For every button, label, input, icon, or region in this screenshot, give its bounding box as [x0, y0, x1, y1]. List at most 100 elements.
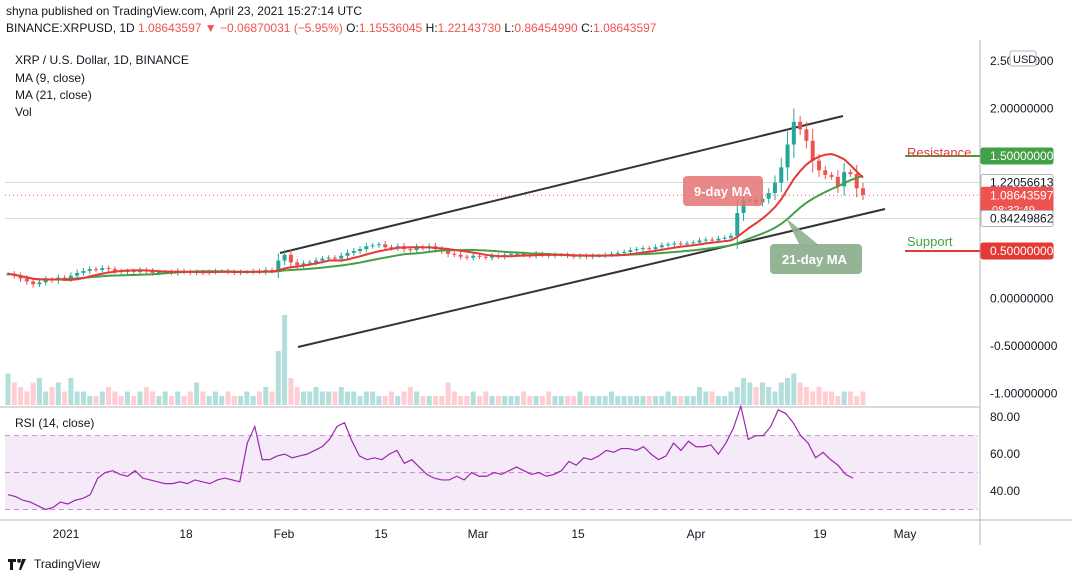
candle-body	[358, 249, 363, 252]
volume-bar	[194, 382, 200, 405]
candle-body	[276, 260, 281, 271]
candle-body	[779, 167, 784, 183]
price-tick-label: -0.50000000	[990, 339, 1058, 353]
candle-body	[150, 270, 155, 273]
candle-body	[464, 256, 469, 258]
candle-body	[376, 244, 381, 246]
rsi-line	[7, 403, 854, 511]
volume-bar	[521, 391, 527, 405]
chart-title[interactable]: XRP / U.S. Dollar, 1D, BINANCE	[15, 53, 189, 67]
candle-body	[156, 271, 161, 273]
volume-bar	[55, 382, 61, 405]
volume-bar	[370, 391, 376, 405]
candle-body	[81, 270, 86, 273]
volume-bar	[43, 391, 49, 405]
candle-body	[383, 244, 388, 248]
candle-body	[772, 182, 777, 194]
volume-bar	[495, 396, 501, 405]
candle-body	[521, 253, 526, 255]
time-tick-label: Feb	[274, 527, 295, 541]
volume-bar	[847, 391, 853, 405]
volume-bar	[533, 396, 539, 405]
volume-bar	[659, 396, 665, 405]
candle-body	[854, 174, 859, 189]
price-axis-label-box	[980, 147, 1054, 165]
candle-body	[710, 239, 715, 241]
volume-bar	[93, 396, 99, 405]
volume-bar	[590, 396, 596, 405]
candle-body	[741, 200, 746, 213]
candle-body	[653, 247, 658, 250]
volume-bar	[238, 396, 244, 405]
candle-body	[307, 262, 312, 264]
candle-body	[622, 251, 627, 253]
time-tick-label: 15	[571, 527, 585, 541]
volume-bar	[741, 378, 747, 405]
candle-body	[332, 257, 337, 259]
volume-bar	[810, 391, 816, 405]
volume-bar	[181, 396, 187, 405]
candle-body	[810, 140, 815, 161]
volume-bar	[275, 351, 281, 405]
candle-body	[339, 255, 344, 259]
volume-bar	[433, 396, 438, 405]
ma9-legend[interactable]: MA (9, close)	[15, 71, 86, 85]
ma21-legend[interactable]: MA (21, close)	[15, 88, 92, 102]
time-tick-label: Mar	[468, 527, 489, 541]
volume-bar	[420, 396, 426, 405]
volume-bar	[326, 391, 332, 405]
candle-body	[68, 275, 73, 279]
volume-bar	[709, 391, 715, 405]
volume-bar	[803, 387, 809, 405]
time-tick-label: 18	[179, 527, 193, 541]
publish-text: shyna published on TradingView.com, Apri…	[6, 4, 363, 18]
candle-body	[326, 257, 331, 259]
open-value: 1.15536045	[358, 21, 423, 35]
ma9-callout-box	[683, 176, 763, 206]
candle-body	[716, 238, 721, 241]
candle-body	[345, 252, 350, 256]
volume-bar	[18, 387, 24, 405]
volume-bar	[728, 391, 734, 405]
volume-bar	[156, 396, 162, 405]
volume-bar	[829, 391, 835, 405]
candle-body	[628, 250, 633, 252]
candle-body	[477, 255, 482, 257]
volume-bar	[464, 396, 470, 405]
candle-body	[684, 243, 689, 245]
volume-bar	[640, 396, 646, 405]
volume-bar	[470, 391, 476, 405]
volume-bar	[734, 387, 740, 405]
candle-body	[615, 252, 620, 254]
volume-bar	[332, 391, 338, 405]
volume-bar	[263, 387, 269, 405]
candle-body	[666, 244, 671, 246]
rsi-tick-label: 60.00	[990, 447, 1020, 461]
volume-bar	[5, 373, 11, 405]
candle-body	[62, 277, 67, 279]
volume-bar	[816, 387, 822, 405]
rsi-legend[interactable]: RSI (14, close)	[15, 416, 95, 430]
candle-body	[672, 243, 677, 245]
time-tick-label: 19	[813, 527, 827, 541]
candle-body	[100, 268, 105, 271]
volume-bar	[200, 391, 206, 405]
volume-bar	[282, 315, 288, 405]
vol-legend[interactable]: Vol	[15, 105, 32, 119]
low-label: L:	[504, 21, 515, 35]
candle-body	[691, 242, 696, 244]
ma21-callout-label: 21-day MA	[782, 252, 848, 267]
volume-bar	[684, 396, 690, 405]
volume-bar	[841, 391, 847, 405]
volume-bar	[646, 396, 652, 405]
candle-body	[703, 239, 708, 241]
volume-bar	[231, 396, 237, 405]
currency-badge	[1009, 50, 1037, 67]
volume-bar	[300, 391, 306, 405]
volume-bar	[508, 396, 514, 405]
footer-brand[interactable]: TradingView	[8, 557, 100, 571]
candle-body	[37, 282, 42, 285]
ma21-line	[7, 174, 864, 281]
volume-bar	[131, 396, 137, 405]
